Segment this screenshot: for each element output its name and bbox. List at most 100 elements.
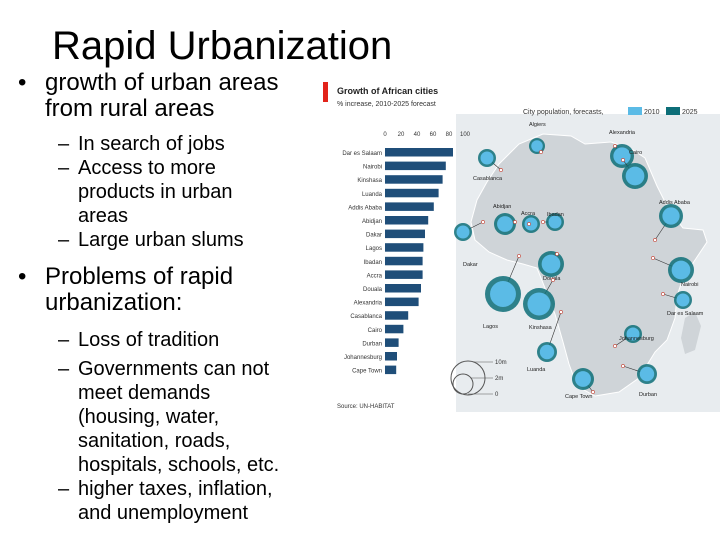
bar — [385, 229, 425, 239]
sub-bullet-line: higher taxes, inflation, — [78, 478, 273, 500]
category-label: Casablanca — [350, 314, 382, 320]
category-label: Dakar — [366, 233, 382, 239]
bar — [385, 352, 397, 361]
size-legend-2m: 2m — [495, 376, 503, 382]
city-bubble-2010 — [676, 293, 690, 307]
city-bubble-2010 — [613, 147, 631, 165]
city-location-dot — [661, 292, 665, 296]
sub-bullet-taxes: – higher taxes, inflation, and unemploym… — [18, 477, 328, 525]
city-label: Durban — [639, 392, 657, 398]
category-label: Douala — [363, 287, 383, 293]
bar — [385, 297, 419, 307]
bullet-problems: • Problems of rapid urbanization: — [18, 264, 328, 316]
sub-bullet-dash: – — [58, 229, 70, 251]
bullet-line: urbanization: — [45, 289, 183, 316]
bar — [385, 256, 423, 266]
city-location-dot — [591, 390, 595, 394]
slide-title: Rapid Urbanization — [52, 24, 393, 68]
x-tick-label: 100 — [460, 132, 471, 138]
legend-title: City population, forecasts, — [523, 109, 604, 116]
city-location-dot — [539, 150, 543, 154]
legend-label-2025: 2025 — [682, 109, 698, 116]
city-bubble-2010 — [575, 371, 591, 387]
city-bubble-2010 — [548, 215, 562, 229]
chart-subtitle: % increase, 2010-2025 forecast — [337, 101, 436, 108]
accent-mark — [323, 82, 328, 102]
city-label: Dar es Salaam — [667, 311, 704, 317]
bar — [385, 175, 443, 184]
category-label: Ibadan — [364, 260, 382, 266]
city-bubble-2010 — [531, 140, 543, 152]
bullet-dot: • — [18, 263, 27, 290]
city-bubble-2010 — [626, 327, 640, 341]
city-label: Dakar — [463, 262, 478, 268]
city-label: Accra — [521, 211, 536, 217]
african-cities-figure: Growth of African cities % increase, 201… — [323, 82, 720, 412]
sub-bullet-jobs: – In search of jobs — [18, 132, 328, 156]
category-label: Addis Ababa — [348, 205, 382, 211]
african-cities-svg: Growth of African cities % increase, 201… — [323, 82, 720, 412]
city-label: Addis Ababa — [659, 200, 691, 206]
bullet-dot: • — [18, 69, 27, 96]
x-tick-label: 0 — [383, 132, 387, 138]
chart-source: Source: UN-HABITAT — [337, 404, 395, 410]
category-label: Cape Town — [352, 369, 382, 375]
sub-bullet-dash: – — [58, 329, 70, 351]
sub-bullet-products: – Access to more products in urban areas — [18, 156, 328, 228]
city-label: Cairo — [629, 150, 642, 156]
city-location-dot — [621, 364, 625, 368]
city-location-dot — [527, 222, 531, 226]
city-location-dot — [653, 238, 657, 242]
sub-bullet-dash: – — [58, 358, 70, 380]
sub-bullet-line: Governments can not — [78, 358, 270, 380]
city-location-dot — [559, 310, 563, 314]
size-legend-0: 0 — [495, 392, 499, 398]
city-bubble-2010 — [456, 225, 470, 239]
x-tick-label: 40 — [414, 132, 421, 138]
x-tick-label: 60 — [430, 132, 437, 138]
sub-bullet-dash: – — [58, 157, 70, 179]
legend-label-2010: 2010 — [644, 109, 660, 116]
bar — [385, 148, 453, 157]
city-bubble-2010 — [497, 216, 513, 232]
city-label: Lagos — [483, 324, 498, 330]
size-legend-10m: 10m — [495, 360, 507, 366]
city-label: Casablanca — [473, 176, 503, 182]
sub-bullet-line: sanitation, roads, — [78, 430, 231, 452]
category-label: Abidjan — [362, 219, 382, 225]
x-tick-label: 20 — [398, 132, 405, 138]
city-label: Johannesburg — [619, 336, 654, 342]
city-location-dot — [541, 220, 545, 224]
city-label: Kinshasa — [529, 325, 553, 331]
bar — [385, 188, 439, 198]
category-label: Cairo — [368, 328, 383, 334]
city-location-dot — [613, 144, 617, 148]
bar — [385, 338, 399, 347]
bar — [385, 270, 423, 279]
category-label: Nairobi — [363, 165, 382, 171]
sub-bullet-tradition: – Loss of tradition — [18, 328, 328, 352]
bullet-list: • growth of urban areas from rural areas… — [18, 70, 328, 525]
city-label: Alexandria — [609, 130, 636, 136]
madagascar-shape — [681, 312, 701, 354]
city-bubble-2010 — [541, 254, 561, 274]
category-label: Alexandria — [354, 301, 383, 307]
sub-bullet-governments: – Governments can not meet demands (hous… — [18, 357, 328, 477]
city-bubble-2010 — [527, 292, 551, 316]
bullet-line: growth of urban areas — [45, 69, 279, 96]
city-bubble-2010 — [671, 260, 691, 280]
city-label: Luanda — [527, 367, 546, 373]
category-label: Accra — [367, 273, 383, 279]
city-bubble-group: Algiers Alexandria Cairo Casablanca Abidjan A… — [454, 122, 704, 400]
bar — [385, 161, 446, 171]
city-location-dot — [513, 220, 517, 224]
category-label: Kinshasa — [357, 178, 382, 184]
city-bubble-2010 — [490, 281, 516, 307]
city-label: Ibadan — [547, 212, 564, 218]
sub-bullet-line: and unemployment — [78, 502, 249, 524]
sub-bullet-dash: – — [58, 133, 70, 155]
category-label: Lagos — [366, 246, 382, 252]
city-location-dot — [551, 278, 555, 282]
category-label: Luanda — [362, 192, 383, 198]
x-tick-label: 80 — [446, 132, 453, 138]
